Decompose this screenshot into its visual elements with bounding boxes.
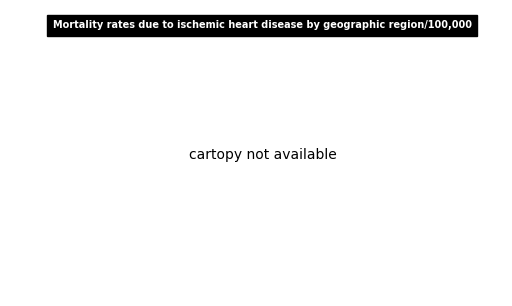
Text: cartopy not available: cartopy not available: [188, 147, 336, 162]
Title: Mortality rates due to ischemic heart disease by geographic region/100,000: Mortality rates due to ischemic heart di…: [53, 21, 472, 30]
